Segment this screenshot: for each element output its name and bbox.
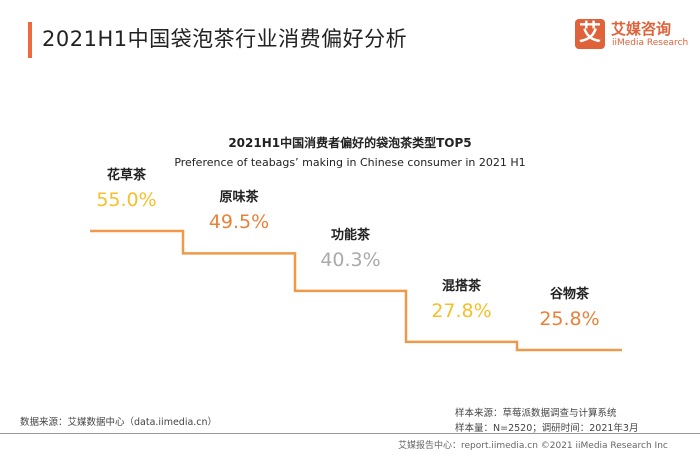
logo-cn: 艾媒咨询 (611, 20, 672, 38)
step-line (90, 229, 622, 352)
logo-mark: 艾 (575, 19, 605, 49)
sample-size: 样本量：N=2520；调研时间：2021年3月 (455, 423, 639, 434)
category-label: 原味茶 (219, 190, 259, 206)
title-accent-bar (28, 22, 32, 58)
sample-source: 样本来源：草莓派数据调查与计算系统 (455, 408, 617, 419)
data-label: 27.8% (431, 299, 492, 322)
data-label: 55.0% (96, 189, 157, 211)
category-label: 谷物茶 (549, 287, 589, 302)
category-label: 功能茶 (330, 227, 370, 243)
data-label: 49.5% (208, 211, 270, 234)
chart-subtitle: Preference of teabags’ making in Chinese… (174, 156, 526, 169)
chart-title: 2021H1中国消费者偏好的袋泡茶类型TOP5 (228, 136, 472, 150)
page-title: 2021H1中国袋泡茶行业消费偏好分析 (42, 27, 408, 51)
logo-en: iiMedia Research (612, 38, 689, 48)
footer-divider (0, 433, 700, 434)
category-label: 混搭茶 (441, 278, 481, 294)
category-label: 花草茶 (106, 168, 146, 183)
data-source: 数据来源：艾媒数据中心（data.iimedia.cn） (20, 417, 218, 428)
data-label: 25.8% (539, 308, 600, 330)
data-label: 40.3% (320, 248, 381, 271)
copyright: 艾媒报告中心：report.iimedia.cn ©2021 iiMedia R… (398, 441, 668, 451)
